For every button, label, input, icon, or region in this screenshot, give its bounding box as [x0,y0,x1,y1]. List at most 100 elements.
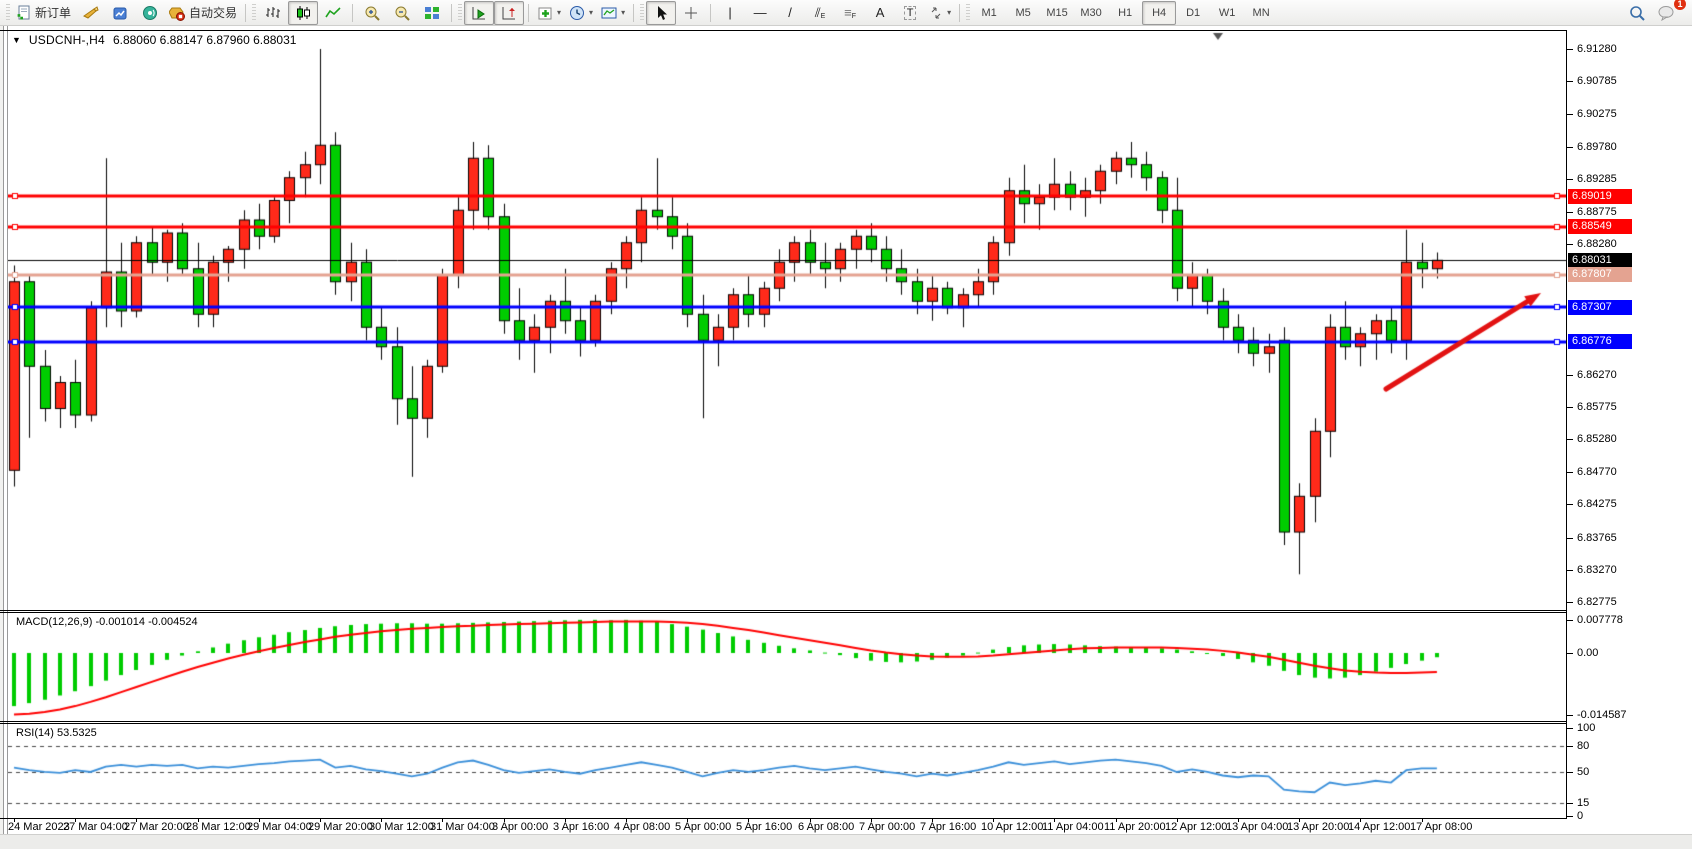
navigator-button[interactable] [105,1,135,25]
panel-splitter-2a[interactable] [0,721,1692,722]
search-button[interactable] [1622,1,1652,25]
price-axis-border [1566,30,1567,819]
vertical-line-tool-button[interactable]: | [715,1,745,25]
timeframe-h1-button[interactable]: H1 [1118,6,1133,19]
crosshair-tool-button[interactable] [676,1,706,25]
price-tick-mark [1567,504,1573,505]
auto-trading-button[interactable]: 自动交易 [165,1,241,25]
fibonacci-tool-button[interactable]: ≡ F [835,1,865,25]
panel-splitter-2b[interactable] [0,723,1692,724]
trendline-tool-button[interactable]: / [775,1,805,25]
dropdown-caret: ▾ [589,8,594,17]
templates-button[interactable]: ▾ [597,1,629,25]
macd-panel-canvas[interactable] [8,613,1566,720]
group-handle[interactable] [640,3,645,22]
timeframe-d1-button[interactable]: D1 [1186,6,1201,19]
date-tick-mark [1177,819,1178,822]
date-label: 13 Apr 04:00 [1226,821,1289,833]
price-tick-mark [1567,570,1573,571]
price-tick-label: 6.88280 [1577,238,1617,250]
macd-tick-mark [1567,715,1573,716]
date-tick-mark [136,819,137,822]
group-handle[interactable] [458,3,463,22]
new-order-button[interactable]: 新订单 [12,1,75,25]
macd-tick-mark [1567,653,1573,654]
price-tick-mark [1567,114,1573,115]
date-tick-mark [932,819,933,822]
price-tick-mark [1567,439,1573,440]
zoom-out-button[interactable] [387,1,417,25]
bar-chart-type-button[interactable] [258,1,288,25]
vertical-line-icon: | [728,5,732,20]
auto-trading-label: 自动交易 [189,6,238,20]
rsi-indicator-label: RSI(14) 53.5325 [16,727,97,739]
symbol-dropdown-icon[interactable]: ▼ [12,35,21,45]
arrow-objects-button[interactable]: ▾ [925,1,955,25]
dropdown-caret: ▾ [621,8,626,17]
data-window-button[interactable] [135,1,165,25]
clock-icon [569,5,585,21]
date-label: 5 Apr 00:00 [675,821,732,833]
group-handle[interactable] [966,3,971,22]
periods-button[interactable]: ▾ [565,1,597,25]
date-tick-mark [687,819,688,822]
timeframe-m30-button[interactable]: M30 [1080,6,1102,19]
panel-splitter-1b[interactable] [0,612,1692,613]
signal-icon [142,5,159,21]
timeframe-w1-button[interactable]: W1 [1218,6,1236,19]
timeframe-mn-button[interactable]: MN [1252,6,1270,19]
date-axis[interactable]: 24 Mar 2023 27 Mar 04:00 27 Mar 20:00 28 Ma… [8,819,1566,833]
tile-windows-button[interactable] [417,1,447,25]
price-tick-label: 6.85280 [1577,433,1617,445]
price-tick-label: 6.89285 [1577,173,1617,185]
timeframe-m1-button[interactable]: M1 [981,6,997,19]
date-label: 29 Mar 04:00 [247,821,312,833]
price-tick-label: 6.91280 [1577,43,1617,55]
indicators-button[interactable]: ▾ [533,1,565,25]
group-handle[interactable] [252,3,257,22]
fibonacci-icon: ≡ [844,5,852,20]
horizontal-line-icon: — [753,5,767,20]
price-axis[interactable]: 6.91280 6.90785 6.90275 6.89780 6.89285 6.887… [1567,30,1692,822]
price-tick-mark [1567,147,1573,148]
date-tick-mark [626,819,627,822]
price-tick-label: 6.86270 [1577,369,1617,381]
text-tool-button[interactable]: A [865,1,895,25]
timeframe-m5-button[interactable]: M5 [1015,6,1031,19]
text-label-tool-button[interactable]: T [895,1,925,25]
candlestick-chart-type-button[interactable] [288,0,319,25]
price-line-badge: 6.88549 [1568,219,1632,234]
toolbar-drag-handle[interactable] [6,3,10,22]
channel-tool-button[interactable]: ⫽ E [805,1,835,25]
timeframe-m15-button[interactable]: M15 [1046,6,1068,19]
line-chart-type-button[interactable] [318,1,348,25]
market-watch-button[interactable] [75,1,105,25]
auto-trading-icon [169,5,186,21]
date-label: 5 Apr 16:00 [736,821,793,833]
timeframe-h4-button[interactable]: H4 [1142,0,1177,25]
crosshair-icon [683,5,699,21]
notifications-button[interactable]: 1 [1652,0,1686,25]
new-order-label: 新订单 [35,6,72,20]
date-label: 6 Apr 08:00 [798,821,855,833]
date-label: 17 Apr 08:00 [1410,821,1473,833]
navigator-icon [112,5,129,21]
date-tick-mark [565,819,566,822]
auto-scroll-button[interactable] [464,0,495,25]
symbol-timeframe-label: USDCNH-,H4 [28,33,105,47]
text-tool-icon: A [875,5,885,20]
window-left-frame [0,26,8,848]
chart-shift-button[interactable] [494,0,525,25]
main-chart-canvas[interactable] [8,31,1566,610]
price-line-badge: 6.88031 [1568,253,1632,268]
zoom-in-button[interactable] [357,1,387,25]
cursor-tool-button[interactable] [646,0,677,25]
price-line-badge: 6.86776 [1568,334,1632,349]
date-label: 27 Mar 04:00 [63,821,128,833]
chart-title: ▼ USDCNH-,H4 6.88060 6.88147 6.87960 6.8… [12,33,296,47]
rsi-panel-canvas[interactable] [8,724,1566,818]
zoom-out-icon [394,5,411,21]
horizontal-line-tool-button[interactable]: — [745,1,775,25]
auto-scroll-icon [471,5,488,21]
panel-splitter-1a[interactable] [0,610,1692,611]
